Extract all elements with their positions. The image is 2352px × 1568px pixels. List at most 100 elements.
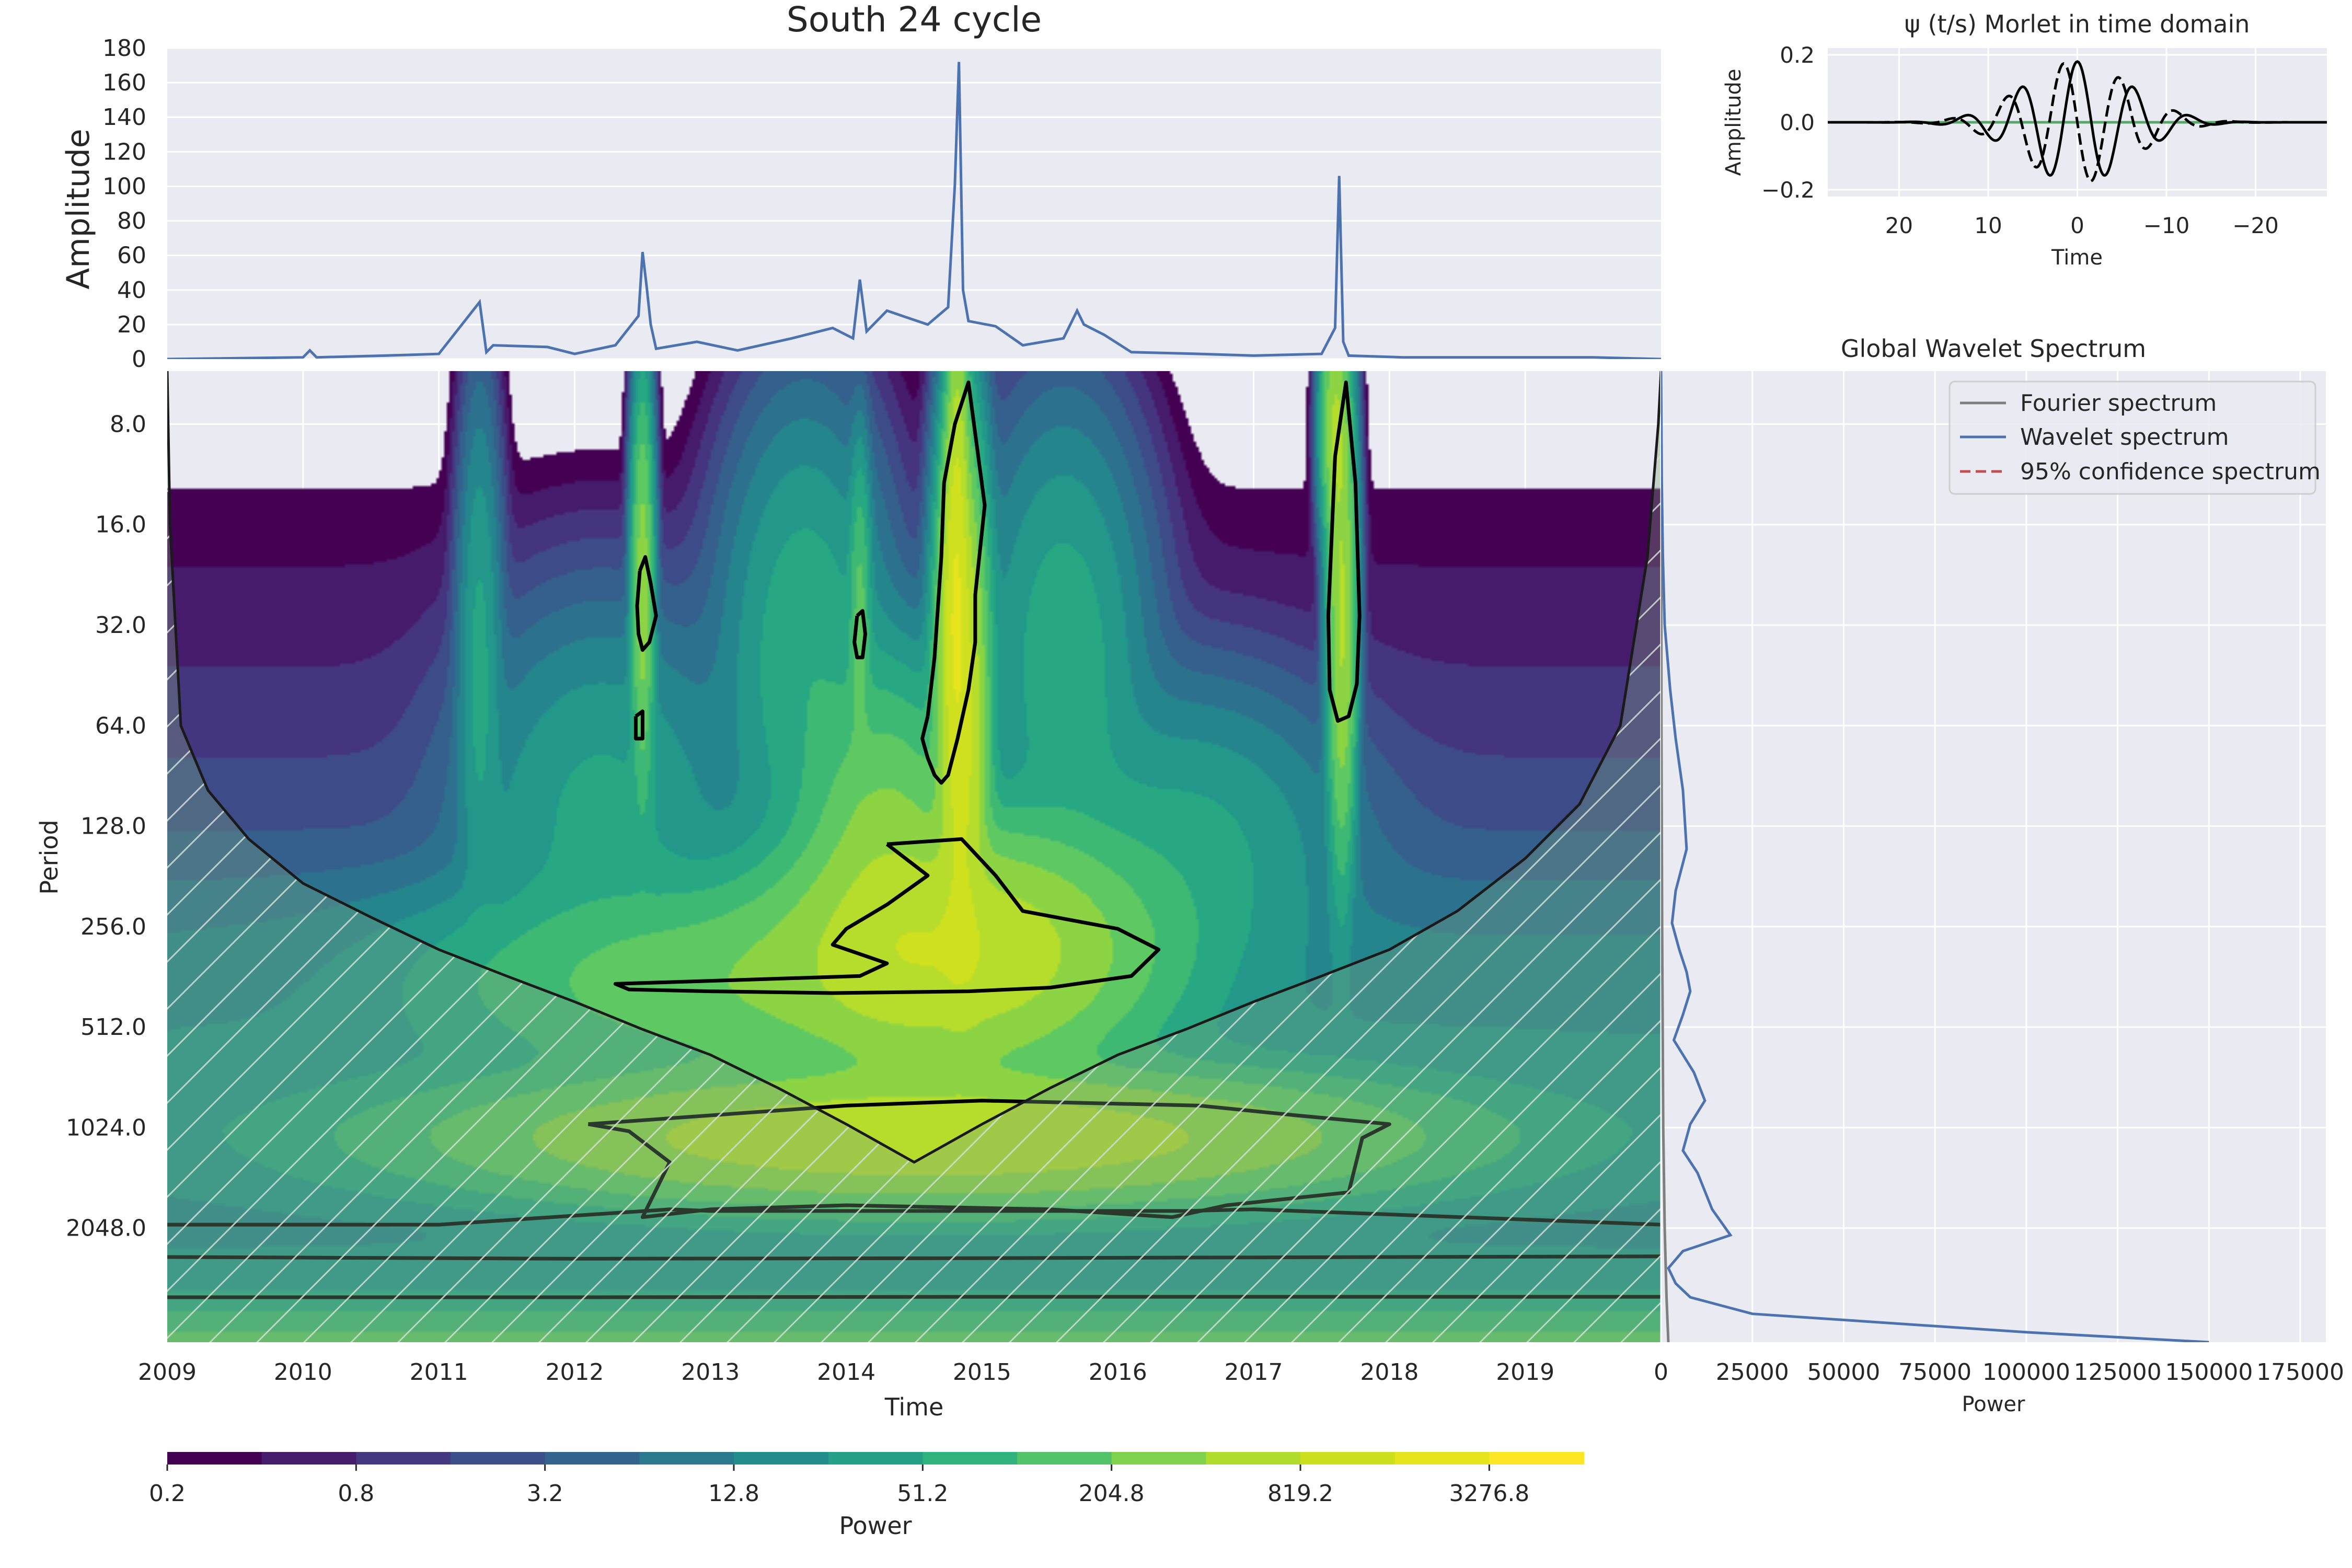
amplitude-y-tick-label: 60 [117, 243, 146, 269]
wavelet-y-tick-label: 256.0 [80, 914, 146, 940]
wavelet-ticks: 2009 2010 2011 2012 2013 2014 2015 2016 2017 2018… [66, 411, 1554, 1386]
colorbar-tick-label: 3.2 [527, 1480, 563, 1507]
morlet-x-tick-label: −10 [2143, 213, 2190, 238]
amplitude-y-tick-label: 120 [102, 139, 146, 165]
colorbar-cells [167, 1452, 1584, 1465]
significance-contour [1326, 381, 1362, 723]
amplitude-y-tick-label: 100 [102, 173, 146, 200]
cone-of-influence-hatch [167, 371, 1661, 1342]
legend-label-confidence: 95% confidence spectrum [2020, 458, 2321, 485]
wavelet-x-tick-label: 2015 [953, 1359, 1011, 1386]
gws-ticks: 0 25000 50000 75000 100000 125000 150000 175000 [1654, 1359, 2344, 1386]
colorbar-tick-label: 819.2 [1267, 1480, 1333, 1507]
amplitude-y-tick-label: 20 [117, 312, 146, 338]
colorbar-cell [545, 1452, 640, 1465]
colorbar-tick-label: 204.8 [1079, 1480, 1145, 1507]
amplitude-plot-area [167, 48, 1661, 359]
wavelet-y-tick-label: 1024.0 [66, 1114, 146, 1141]
colorbar-tick-label: 3276.8 [1449, 1480, 1529, 1507]
morlet-panel: 20 10 0 −10 −20 0.2 0.0 −0.2 ψ (t/s) Morlet in … [1722, 10, 2327, 270]
morlet-x-tick-label: 10 [1974, 213, 2002, 238]
amplitude-y-ticks: 0 20 40 60 80 100 120 140 160 180 [102, 35, 146, 373]
cone-of-influence-line [167, 371, 1661, 1164]
wavelet-y-tick-label: 64.0 [95, 712, 146, 739]
colorbar-cell [356, 1452, 451, 1465]
amplitude-y-tick-label: 0 [132, 346, 146, 373]
gws-title: Global Wavelet Spectrum [1841, 335, 2146, 363]
gws-x-tick-label: 125000 [2074, 1359, 2162, 1386]
amplitude-y-tick-label: 160 [102, 70, 146, 96]
amplitude-title: South 24 cycle [787, 0, 1042, 40]
morlet-y-tick-label: −0.2 [1761, 177, 1815, 203]
wavelet-y-label: Period [35, 820, 63, 894]
gws-x-tick-label: 150000 [2165, 1359, 2253, 1386]
wavelet-y-tick-label: 32.0 [95, 612, 146, 639]
colorbar-cell [1489, 1452, 1584, 1465]
morlet-x-tick-label: −20 [2232, 213, 2279, 238]
wavelet-x-tick-label: 2012 [545, 1359, 604, 1386]
morlet-ticks: 20 10 0 −10 −20 0.2 0.0 −0.2 [1761, 42, 2279, 238]
wavelet-x-tick-label: 2017 [1225, 1359, 1283, 1386]
gws-x-tick-label: 100000 [1982, 1359, 2070, 1386]
gws-x-tick-label: 50000 [1807, 1359, 1880, 1386]
amplitude-y-tick-label: 80 [117, 208, 146, 235]
legend-label-fourier: Fourier spectrum [2020, 390, 2217, 417]
wavelet-spectrum-line [1661, 371, 2209, 1342]
gws-x-tick-label: 175000 [2256, 1359, 2344, 1386]
wavelet-x-tick-label: 2019 [1496, 1359, 1554, 1386]
colorbar-tick-label: 51.2 [897, 1480, 948, 1507]
significance-contour [920, 381, 987, 785]
colorbar-cell [261, 1452, 357, 1465]
colorbar-cell [1394, 1452, 1490, 1465]
gws-x-tick-label: 0 [1654, 1359, 1668, 1386]
colorbar-cell [1206, 1452, 1301, 1465]
gws-x-label: Power [1962, 1392, 2025, 1416]
colorbar-cell [1300, 1452, 1396, 1465]
morlet-y-tick-label: 0.2 [1780, 42, 1815, 68]
wavelet-x-label: Time [884, 1393, 944, 1421]
colorbar-cell [828, 1452, 924, 1465]
wavelet-y-tick-label: 128.0 [80, 813, 146, 840]
colorbar-cell [1017, 1452, 1112, 1465]
fourier-spectrum-line [1661, 371, 1670, 1342]
morlet-real-part-line [1828, 60, 2327, 177]
wavelet-x-tick-label: 2011 [410, 1359, 468, 1386]
significance-contour [633, 709, 644, 741]
amplitude-y-tick-label: 180 [102, 35, 146, 62]
legend-box [1949, 381, 2316, 495]
colorbar-cell [734, 1452, 829, 1465]
colorbar-cell [923, 1452, 1018, 1465]
colorbar-cell [167, 1452, 262, 1465]
wavelet-x-tick-label: 2010 [274, 1359, 332, 1386]
wavelet-y-tick-label: 2048.0 [66, 1215, 146, 1242]
amplitude-series-line [167, 62, 1661, 359]
wavelet-panel: 2009 2010 2011 2012 2013 2014 2015 2016 2017 2018… [35, 371, 1661, 1421]
gws-x-tick-label: 25000 [1716, 1359, 1789, 1386]
morlet-imaginary-part-line [1828, 62, 2327, 183]
colorbar-ticks: 0.2 0.8 3.2 12.8 51.2 204.8 819.2 3276.8 [149, 1465, 1529, 1507]
morlet-x-label: Time [2051, 246, 2103, 270]
amplitude-y-label: Amplitude [60, 129, 97, 289]
significance-contour [635, 555, 658, 652]
morlet-title: ψ (t/s) Morlet in time domain [1905, 10, 2250, 38]
gws-panel: 0 25000 50000 75000 100000 125000 150000 175000… [1654, 335, 2344, 1416]
morlet-x-tick-label: 20 [1885, 213, 1913, 238]
colorbar-cell [639, 1452, 734, 1465]
wavelet-x-tick-label: 2014 [817, 1359, 875, 1386]
colorbar-tick-label: 0.2 [149, 1480, 186, 1507]
amplitude-y-tick-label: 140 [102, 104, 146, 131]
colorbar-cell [1111, 1452, 1207, 1465]
wavelet-x-tick-label: 2013 [681, 1359, 740, 1386]
wavelet-x-tick-label: 2009 [138, 1359, 197, 1386]
gws-x-tick-label: 75000 [1898, 1359, 1971, 1386]
colorbar-cell [451, 1452, 546, 1465]
amplitude-y-tick-label: 40 [117, 277, 146, 304]
morlet-y-tick-label: 0.0 [1780, 110, 1815, 135]
wavelet-y-tick-label: 8.0 [110, 411, 146, 437]
colorbar: 0.2 0.8 3.2 12.8 51.2 204.8 819.2 3276.8 Power [149, 1452, 1584, 1540]
wavelet-y-tick-label: 512.0 [80, 1014, 146, 1041]
morlet-y-label: Amplitude [1722, 69, 1746, 176]
gws-legend: Fourier spectrum Wavelet spectrum 95% co… [1949, 381, 2321, 495]
